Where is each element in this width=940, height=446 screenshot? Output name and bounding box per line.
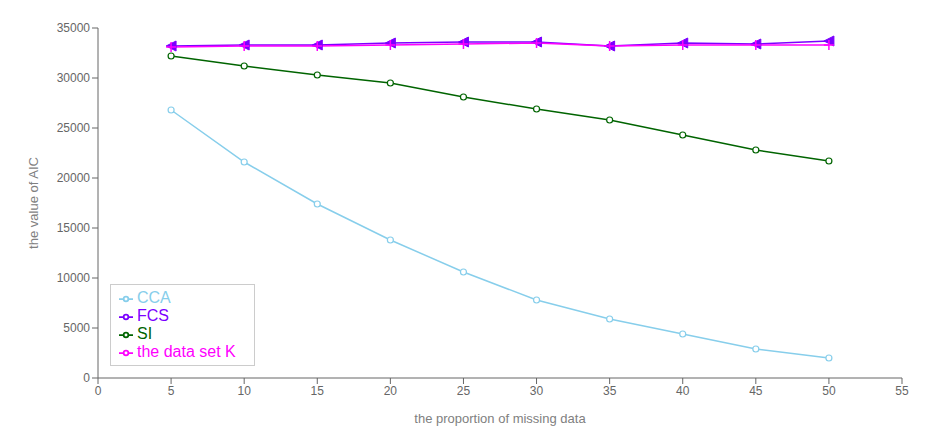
svg-text:20000: 20000 — [57, 171, 91, 185]
html-text:SI: SI — [137, 325, 153, 342]
html-text:the data set K: the data set K — [137, 343, 236, 360]
svg-text:the proportion of missing data: the proportion of missing data — [414, 411, 586, 426]
svg-text:30000: 30000 — [57, 71, 91, 85]
svg-text:10000: 10000 — [57, 271, 91, 285]
svg-text:the value of AIC: the value of AIC — [26, 157, 41, 249]
svg-text:45: 45 — [749, 384, 763, 398]
svg-text:50: 50 — [822, 384, 836, 398]
svg-text:0: 0 — [95, 384, 102, 398]
svg-text:35: 35 — [603, 384, 617, 398]
html-text:CCA: CCA — [137, 289, 171, 306]
svg-text:25: 25 — [457, 384, 471, 398]
html-text:FCS: FCS — [137, 307, 169, 324]
svg-text:15000: 15000 — [57, 221, 91, 235]
svg-text:15: 15 — [311, 384, 325, 398]
svg-text:55: 55 — [895, 384, 909, 398]
svg-text:40: 40 — [676, 384, 690, 398]
svg-text:20: 20 — [384, 384, 398, 398]
svg-text:10: 10 — [238, 384, 252, 398]
svg-text:35000: 35000 — [57, 21, 91, 35]
svg-text:30: 30 — [530, 384, 544, 398]
svg-text:0: 0 — [83, 371, 90, 385]
svg-text:5000: 5000 — [63, 321, 90, 335]
svg-text:25000: 25000 — [57, 121, 91, 135]
svg-text:5: 5 — [168, 384, 175, 398]
